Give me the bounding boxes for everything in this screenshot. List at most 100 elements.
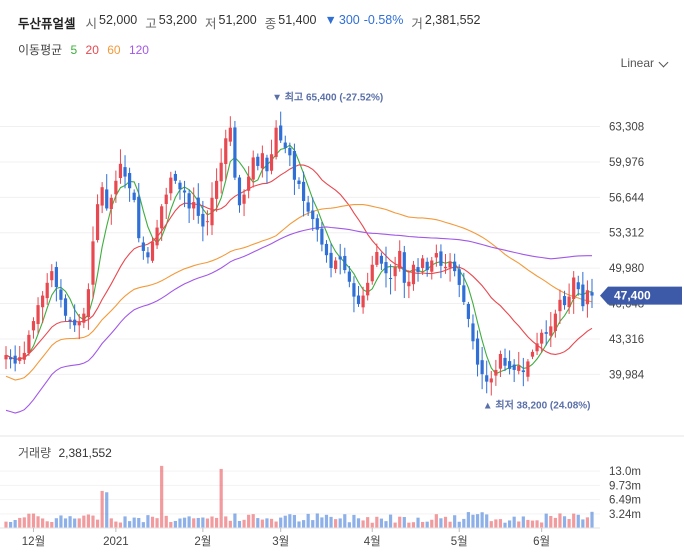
candle-body [247,176,251,191]
volume-tick-label: 6.49m [609,495,641,507]
high-label: 고 [145,17,157,31]
volume-bar [343,514,347,528]
candle-body [320,228,324,245]
candle-body [224,138,228,165]
candle-body [54,267,58,288]
candle-body [146,252,150,258]
candle-body [306,202,310,212]
volume-bar [256,518,260,528]
volume-bar [416,517,420,528]
volume-bar [77,518,81,528]
volume-bar [567,519,571,528]
candle-body [549,326,553,336]
volume-bar [553,517,557,528]
candle-body [361,295,365,308]
candle-body [128,173,132,189]
candle-body [82,313,86,323]
volume-bar [205,518,210,528]
volume-label: 거 [411,17,423,31]
volume-bar [352,514,356,528]
volume-bar [160,465,164,528]
candle-body [343,255,347,271]
volume-bar [141,522,145,528]
volume-bar [453,515,457,528]
volume-bar [507,520,512,528]
close-label: 종 [264,17,277,31]
candle-body [448,261,452,268]
volume-bar [251,514,255,528]
volume-bar [324,514,329,528]
volume-bar [91,515,95,528]
candle-body [256,156,260,166]
scale-select[interactable]: Linear [620,56,654,70]
candle-body [402,252,406,283]
candle-body [393,266,397,277]
x-tick-label: 6월 [533,535,550,548]
candle-body [585,290,590,305]
volume-bar [178,518,182,528]
volume-bar [269,518,274,528]
volume-bar [224,516,228,528]
volume-bar [155,518,159,528]
price-tick-label: 53,312 [609,228,644,240]
volume-bar [558,513,562,528]
x-tick-label: 4월 [364,535,381,548]
volume-panel-label: 거래량 [18,446,52,460]
candle-body [73,319,77,326]
candle-body [572,277,576,300]
candle-body [27,334,31,354]
candle-body [50,271,54,281]
candle-body [375,252,379,265]
ma-20-line [5,164,593,360]
ma-20[interactable]: 20 [85,43,99,57]
candle-body [421,258,425,268]
candle-body [173,173,177,181]
ma-5[interactable]: 5 [70,43,78,57]
volume-bar [247,514,251,528]
volume-bar [182,517,187,528]
candle-body [22,352,26,360]
volume-bar [425,521,429,528]
volume-bar [439,518,443,528]
volume-value: 2,381,552 [424,13,481,27]
candle-body [269,154,274,171]
low-label: 저 [205,17,217,31]
candle-body [301,181,306,201]
candle-body [297,180,301,184]
volume-bar [132,517,136,528]
ma-60[interactable]: 60 [107,43,121,57]
volume-bar [59,515,63,528]
ma-legend: 이동평균 5 20 60 120 [18,41,154,58]
volume-bar [123,516,127,528]
change-value: 300 [338,13,360,27]
ma-120[interactable]: 120 [128,43,149,57]
candle-body [45,282,49,299]
volume-bar [421,521,425,528]
volume-bar [329,516,333,528]
volume-bar [361,520,365,528]
price-tick-label: 39,984 [609,369,645,381]
x-tick-label: 2021 [103,536,129,548]
volume-bar [118,522,123,528]
volume-bar [370,522,374,528]
volume-bar [45,521,49,528]
volume-bar [375,516,379,528]
candle-body [178,182,182,190]
candle-body [384,262,388,274]
volume-bar [489,521,493,528]
volume-panel-value: 2,381,552 [58,446,112,460]
open-value: 52,000 [99,13,138,27]
candle-body [201,213,205,227]
candle-body [214,180,219,199]
candle-body [347,271,351,282]
candle-body [379,255,384,264]
candle-body [453,261,457,272]
volume-bar [576,514,580,528]
candle-body [544,332,548,334]
volume-bar [311,520,315,528]
volume-bar [150,516,155,528]
candle-body [485,375,489,382]
volume-bar [50,521,54,528]
candle-body [562,296,567,306]
